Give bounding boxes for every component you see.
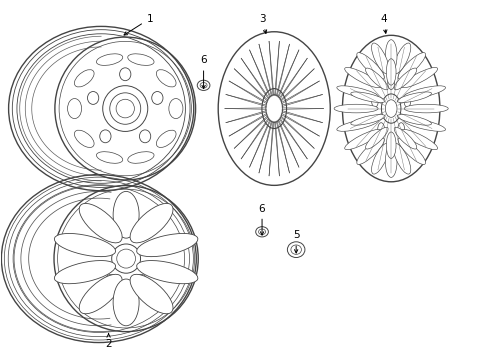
Ellipse shape: [398, 53, 425, 79]
Ellipse shape: [397, 92, 432, 103]
Ellipse shape: [357, 138, 384, 165]
Ellipse shape: [371, 143, 389, 174]
Ellipse shape: [54, 234, 116, 257]
Ellipse shape: [393, 143, 411, 174]
Text: 2: 2: [105, 334, 112, 349]
Ellipse shape: [152, 91, 163, 104]
Ellipse shape: [54, 261, 116, 284]
Ellipse shape: [404, 118, 445, 131]
Ellipse shape: [394, 68, 417, 90]
Ellipse shape: [130, 274, 173, 314]
Ellipse shape: [74, 69, 94, 87]
Ellipse shape: [401, 67, 438, 87]
Ellipse shape: [386, 132, 396, 158]
Ellipse shape: [397, 114, 432, 125]
Ellipse shape: [130, 203, 173, 243]
Ellipse shape: [371, 43, 389, 74]
Ellipse shape: [401, 130, 438, 150]
Ellipse shape: [88, 91, 99, 104]
Ellipse shape: [169, 99, 183, 118]
Ellipse shape: [105, 274, 116, 285]
Ellipse shape: [337, 118, 379, 131]
Text: 6: 6: [200, 55, 207, 89]
Text: 5: 5: [293, 230, 299, 253]
Ellipse shape: [386, 59, 396, 85]
Ellipse shape: [351, 92, 385, 103]
Ellipse shape: [371, 94, 378, 107]
Ellipse shape: [79, 203, 122, 243]
Ellipse shape: [137, 234, 198, 257]
Ellipse shape: [74, 130, 94, 148]
Ellipse shape: [156, 130, 176, 148]
Ellipse shape: [337, 86, 379, 99]
Ellipse shape: [404, 104, 448, 113]
Ellipse shape: [140, 130, 151, 143]
Ellipse shape: [137, 261, 198, 284]
Ellipse shape: [146, 245, 156, 256]
Ellipse shape: [96, 245, 107, 256]
Ellipse shape: [366, 68, 388, 90]
Ellipse shape: [398, 123, 405, 136]
Ellipse shape: [120, 68, 131, 81]
Ellipse shape: [334, 104, 378, 113]
Ellipse shape: [404, 94, 411, 107]
Ellipse shape: [378, 123, 385, 136]
Ellipse shape: [121, 227, 131, 238]
Ellipse shape: [394, 127, 417, 149]
Ellipse shape: [136, 274, 147, 285]
Ellipse shape: [385, 40, 397, 72]
Ellipse shape: [398, 138, 425, 165]
Ellipse shape: [128, 54, 154, 66]
Ellipse shape: [393, 43, 411, 74]
Ellipse shape: [100, 130, 111, 143]
Text: 6: 6: [259, 203, 266, 235]
Ellipse shape: [385, 145, 397, 177]
Ellipse shape: [344, 67, 381, 87]
Text: 1: 1: [124, 14, 153, 35]
Ellipse shape: [366, 127, 388, 149]
Ellipse shape: [68, 99, 82, 118]
Ellipse shape: [357, 53, 384, 79]
Ellipse shape: [156, 69, 176, 87]
Ellipse shape: [97, 152, 123, 163]
Ellipse shape: [388, 76, 394, 90]
Ellipse shape: [344, 130, 381, 150]
Text: 4: 4: [381, 14, 387, 33]
Ellipse shape: [79, 274, 122, 314]
Ellipse shape: [113, 192, 139, 238]
Ellipse shape: [404, 86, 445, 99]
Ellipse shape: [113, 279, 139, 326]
Ellipse shape: [351, 114, 385, 125]
Ellipse shape: [97, 54, 123, 66]
Ellipse shape: [128, 152, 154, 163]
Text: 3: 3: [259, 14, 267, 33]
